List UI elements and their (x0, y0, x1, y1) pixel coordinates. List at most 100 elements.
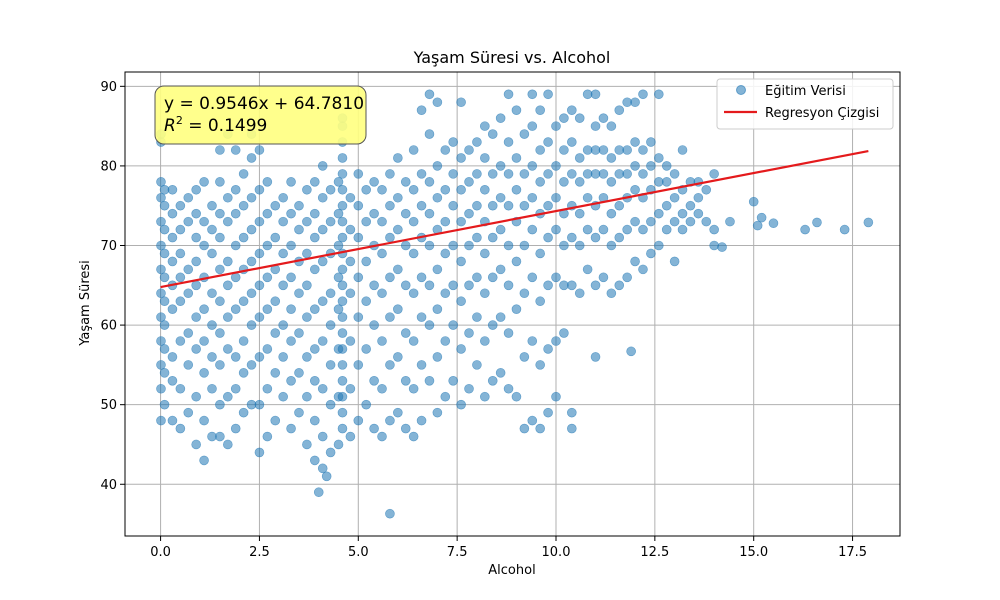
scatter-point (654, 89, 664, 100)
scatter-point (487, 376, 498, 386)
scatter-point (630, 137, 640, 147)
scatter-point (598, 272, 609, 283)
scatter-point (408, 184, 419, 195)
scatter-point (175, 248, 186, 259)
scatter-point (416, 200, 427, 211)
scatter-point (223, 344, 233, 354)
scatter-point (567, 137, 577, 147)
scatter-point (325, 399, 336, 410)
scatter-point (630, 97, 640, 108)
scatter-point (393, 264, 403, 275)
scatter-point (685, 200, 696, 211)
scatter-point (487, 232, 498, 243)
scatter-point (345, 336, 356, 346)
scatter-point (416, 272, 427, 283)
scatter-point (167, 376, 178, 386)
scatter-point (286, 177, 296, 187)
scatter-point (669, 256, 680, 267)
scatter-point (503, 328, 514, 338)
scatter-point (535, 296, 545, 307)
scatter-point (582, 224, 593, 235)
scatter-point (400, 208, 411, 219)
scatter-point (337, 376, 348, 386)
scatter-point (432, 264, 443, 275)
scatter-point (270, 232, 281, 243)
scatter-point (590, 280, 601, 291)
scatter-point (223, 280, 233, 291)
scatter-point (337, 423, 348, 434)
scatter-point (424, 376, 435, 386)
scatter-point (215, 328, 225, 338)
y-tick-label: 50 (100, 398, 117, 413)
scatter-point (377, 288, 387, 299)
scatter-point (661, 177, 672, 187)
scatter-point (302, 184, 312, 195)
scatter-point (448, 200, 458, 211)
scatter-point (464, 280, 474, 291)
scatter-point (543, 169, 553, 179)
scatter-point (503, 200, 514, 211)
scatter-point (230, 208, 241, 219)
scatter-point (345, 224, 356, 235)
scatter-point (527, 89, 538, 100)
scatter-point (345, 256, 356, 267)
scatter-point (191, 232, 201, 243)
scatter-point (159, 368, 170, 378)
scatter-point (361, 344, 371, 354)
scatter-point (693, 208, 704, 219)
x-tick-label: 0.0 (150, 545, 171, 560)
scatter-point (685, 216, 696, 227)
scatter-point (191, 439, 201, 450)
scatter-point (400, 376, 411, 386)
scatter-point (238, 368, 249, 378)
scatter-point (408, 288, 419, 299)
scatter-point (156, 192, 166, 203)
scatter-point (574, 240, 585, 251)
scatter-point (448, 280, 458, 291)
scatter-point (654, 153, 664, 163)
scatter-point (353, 272, 364, 283)
scatter-point (752, 220, 763, 231)
scatter-point (207, 352, 217, 362)
scatter-point (511, 391, 522, 402)
scatter-point (254, 312, 265, 322)
scatter-point (317, 256, 328, 267)
scatter-point (567, 169, 577, 179)
scatter-point (377, 383, 387, 394)
scatter-point (638, 264, 648, 275)
scatter-point (254, 447, 265, 458)
legend-label-regression: Regresyon Çizgisi (765, 106, 879, 121)
scatter-point (159, 200, 170, 211)
scatter-point (230, 304, 241, 314)
legend: Eğitim Verisi Regresyon Çizgisi (716, 78, 894, 130)
scatter-point (175, 383, 186, 394)
y-tick-label: 40 (100, 478, 117, 493)
scatter-point (408, 431, 419, 442)
scatter-point (167, 304, 178, 314)
scatter-point (480, 153, 490, 163)
scatter-point (638, 224, 648, 235)
scatter-point (262, 431, 273, 442)
scatter-point (487, 320, 498, 330)
scatter-point (191, 391, 201, 402)
scatter-point (408, 216, 419, 227)
scatter-point (535, 360, 545, 370)
scatter-point (606, 208, 617, 219)
scatter-point (677, 224, 688, 235)
scatter-point (337, 296, 348, 307)
scatter-point (535, 145, 545, 155)
scatter-point (215, 296, 225, 307)
scatter-point (385, 508, 395, 519)
scatter-point (333, 240, 344, 251)
scatter-point (424, 208, 435, 219)
scatter-point (317, 224, 328, 235)
scatter-point (511, 304, 522, 314)
scatter-point (527, 336, 538, 346)
scatter-point (294, 200, 304, 211)
scatter-point (337, 328, 348, 338)
scatter-point (345, 288, 356, 299)
scatter-point (270, 296, 281, 307)
scatter-point (480, 288, 490, 299)
scatter-point (480, 121, 490, 131)
